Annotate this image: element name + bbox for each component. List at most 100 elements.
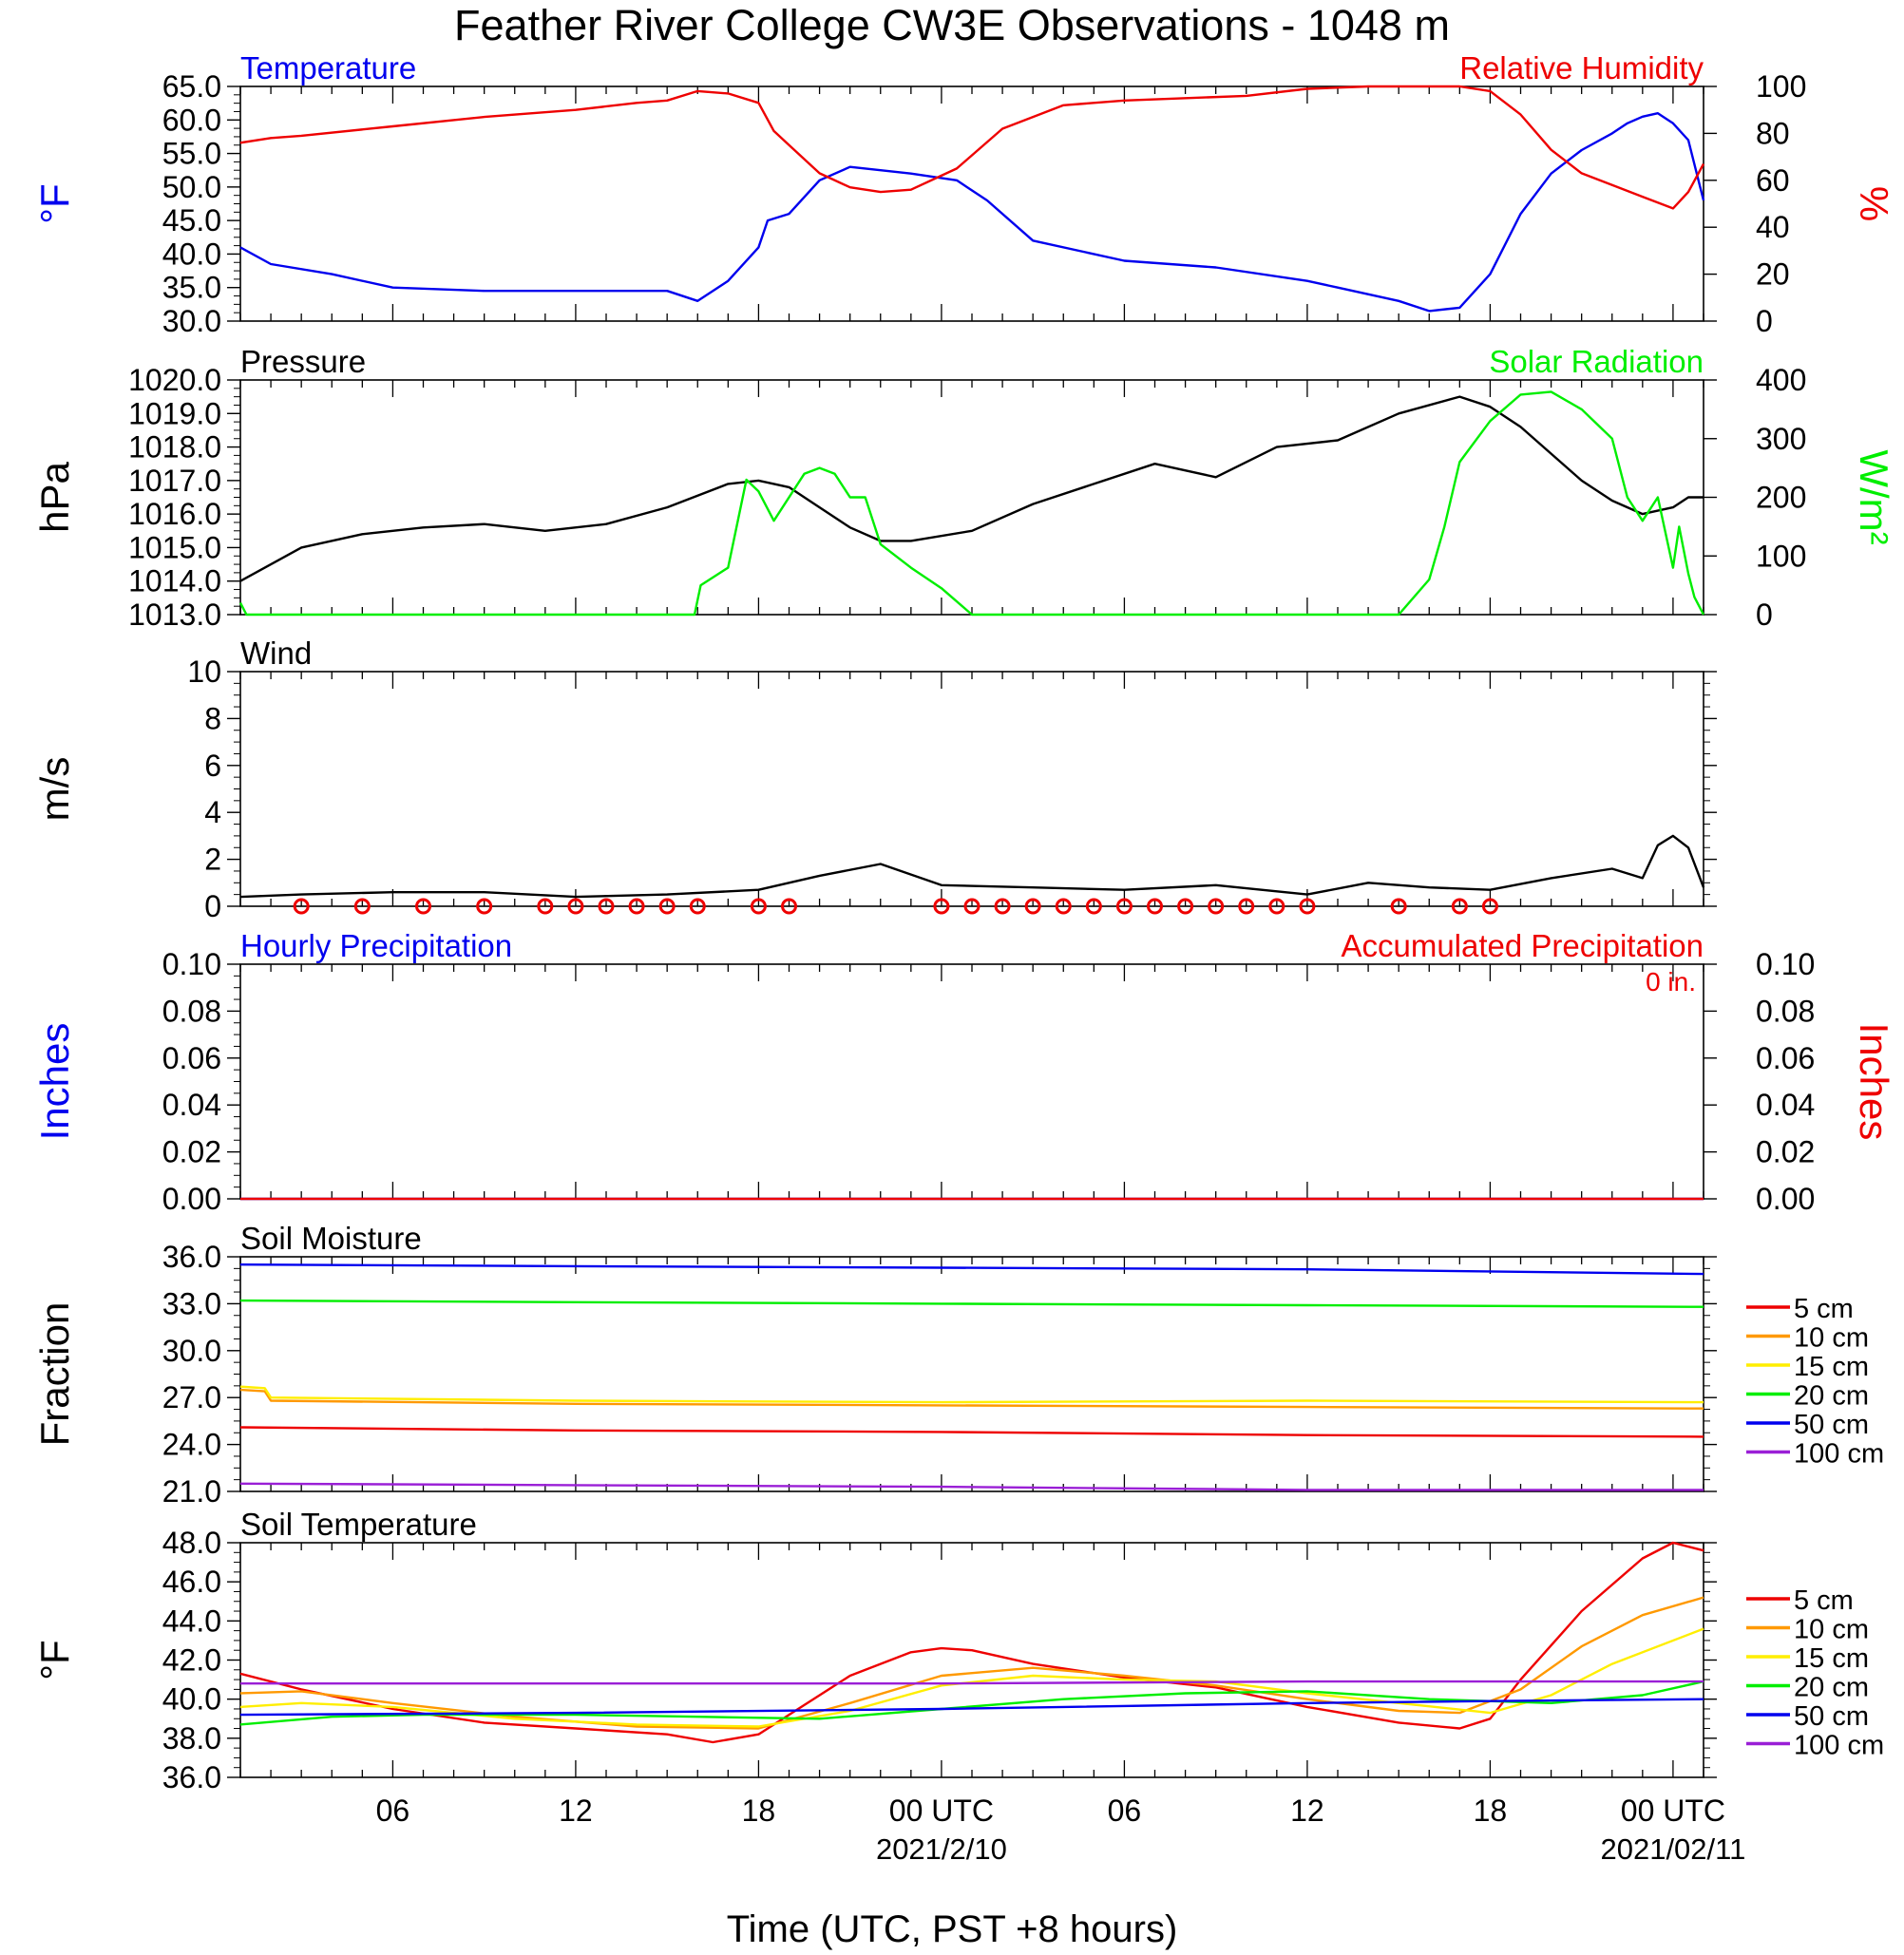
legend-label: 100 cm	[1794, 1439, 1884, 1470]
series-line-soil-temperature-0	[239, 1541, 1704, 1744]
series-line-soil-moisture-5	[239, 1482, 1704, 1491]
panel-temperature-rh: 30.035.040.045.050.055.060.065.0 0 20 40 60 8…	[32, 50, 1896, 338]
legend-label: 20 cm	[1794, 1673, 1869, 1703]
y-tick-label-left: 0.06	[162, 1041, 221, 1075]
y-tick-label-left: 8	[204, 701, 221, 735]
y-tick-label-right: 20	[1756, 257, 1790, 292]
y-tick-label-left: 2	[204, 843, 221, 877]
y-axis-label-right: W/m²	[1852, 449, 1896, 544]
panel-title-left: Pressure	[240, 344, 366, 379]
panel-title-left: Soil Temperature	[240, 1507, 477, 1542]
series-line-soil-temperature-5	[240, 1680, 1704, 1685]
x-date-label: 2021/2/10	[876, 1832, 1007, 1866]
y-tick-label-right: 100	[1756, 69, 1806, 104]
y-tick-label-left: 60.0	[162, 103, 221, 137]
y-tick-label-left: 36.0	[162, 1760, 221, 1794]
calm-wind-marker	[293, 898, 310, 915]
panel-title-left: Temperature	[240, 50, 416, 85]
panels-group: 30.035.040.045.050.055.060.065.002040608…	[32, 50, 1896, 1794]
calm-wind-marker	[689, 898, 706, 915]
panel-wind: 0 2 4 6 8 10 Wind m/s	[32, 636, 1717, 923]
y-tick-label-right: 200	[1756, 481, 1806, 515]
y-tick-label-right: 0.04	[1756, 1088, 1815, 1122]
x-tick-label: 00 UTC	[889, 1794, 994, 1828]
panel-title-right: Accumulated Precipitation	[1341, 928, 1704, 963]
y-axis-label-right: %	[1852, 186, 1896, 221]
calm-wind-marker	[476, 898, 493, 915]
y-tick-label-right: 60	[1756, 163, 1790, 198]
y-tick-label-left: 0	[204, 889, 221, 923]
y-tick-label-left: 4	[204, 795, 221, 829]
panel-title-right: Relative Humidity	[1459, 50, 1704, 85]
series-line-wind-0	[239, 834, 1705, 899]
y-tick-label-left: 48.0	[162, 1526, 221, 1560]
y-tick-label-left: 1014.0	[128, 564, 221, 598]
calm-wind-marker	[750, 898, 767, 915]
time-axis-label: Time (UTC, PST +8 hours)	[727, 1908, 1178, 1950]
series-line-temperature-rh-0	[239, 111, 1705, 313]
y-tick-label-left: 0.04	[162, 1088, 221, 1122]
y-tick-label-right: 0.08	[1756, 994, 1815, 1028]
y-axis-label-left: Inches	[32, 1023, 77, 1141]
series-line-soil-moisture-1	[239, 1388, 1704, 1410]
y-tick-label-left: 65.0	[162, 69, 221, 104]
x-tick-label: 18	[742, 1794, 776, 1828]
y-tick-label-right: 100	[1756, 539, 1806, 573]
y-tick-label-right: 300	[1756, 422, 1806, 456]
calm-wind-marker	[963, 898, 981, 915]
panel-soil-moisture: 21.0 24.0 27.0 30.0 33.0 36.0 Soil Moisture Fra…	[32, 1221, 1884, 1509]
x-tick-label: 12	[1290, 1794, 1324, 1828]
calm-wind-marker	[658, 898, 676, 915]
y-tick-label-left: 46.0	[162, 1565, 221, 1599]
series-line-temperature-rh-1	[239, 85, 1705, 210]
panel-title-right: Solar Radiation	[1489, 344, 1704, 379]
y-tick-label-left: 6	[204, 749, 221, 783]
y-tick-label-left: 0.00	[162, 1182, 221, 1216]
calm-wind-marker	[1115, 898, 1133, 915]
y-tick-label-left: 45.0	[162, 203, 221, 237]
panel-precipitation: 0.00 0.02 0.04 0.06 0.08 0.10 0.00 0.02 0.04 0.06…	[32, 928, 1896, 1216]
y-axis-label-left: hPa	[32, 461, 77, 532]
y-axis-label-left: °F	[32, 183, 77, 223]
x-tick-label: 18	[1474, 1794, 1508, 1828]
y-tick-label-right: 0	[1756, 304, 1773, 338]
y-tick-label-right: 400	[1756, 363, 1806, 397]
x-tick-label: 00 UTC	[1621, 1794, 1725, 1828]
y-tick-label-right: 0.10	[1756, 947, 1815, 981]
y-tick-label-right: 80	[1756, 116, 1790, 150]
legend-label: 10 cm	[1794, 1323, 1869, 1354]
y-tick-label-left: 35.0	[162, 271, 221, 305]
panel-title-left: Soil Moisture	[240, 1221, 422, 1256]
panel-pressure-solar: 1013.01014.01015.01016.01017.01018.01019…	[32, 344, 1896, 632]
y-tick-label-left: 0.10	[162, 947, 221, 981]
calm-wind-marker	[1208, 898, 1225, 915]
y-axis-label-left: Fraction	[32, 1302, 77, 1447]
legend-label: 50 cm	[1794, 1701, 1869, 1732]
y-tick-label-right: 0.02	[1756, 1135, 1815, 1169]
calm-wind-marker	[1451, 898, 1468, 915]
precip-total-annotation: 0 in.	[1646, 967, 1696, 996]
calm-wind-marker	[1055, 898, 1072, 915]
calm-wind-marker	[1147, 898, 1163, 915]
calm-wind-marker	[353, 898, 371, 915]
calm-wind-marker	[994, 898, 1011, 915]
y-tick-label-left: 1016.0	[128, 497, 221, 531]
y-tick-label-left: 0.02	[162, 1135, 221, 1169]
calm-wind-marker	[1238, 898, 1255, 915]
legend-label: 10 cm	[1794, 1615, 1869, 1645]
legend-label: 15 cm	[1794, 1352, 1869, 1382]
y-tick-label-left: 36.0	[162, 1240, 221, 1274]
figure-title: Feather River College CW3E Observations …	[454, 1, 1450, 49]
x-tick-label: 06	[376, 1794, 410, 1828]
y-tick-label-left: 1013.0	[128, 598, 221, 632]
legend-label: 100 cm	[1794, 1731, 1884, 1761]
series-line-pressure-solar-0	[239, 395, 1704, 582]
legend-label: 5 cm	[1794, 1585, 1854, 1616]
y-tick-label-left: 1019.0	[128, 396, 221, 430]
y-tick-label-left: 42.0	[162, 1643, 221, 1678]
time-axis: 06 12 18 00 UTC 06 12 18 00 UTC 2021/2/10 2021/02…	[376, 1794, 1746, 1866]
series-line-soil-moisture-2	[239, 1385, 1704, 1404]
y-tick-label-left: 1018.0	[128, 430, 221, 465]
y-tick-label-right: 0	[1756, 598, 1773, 632]
